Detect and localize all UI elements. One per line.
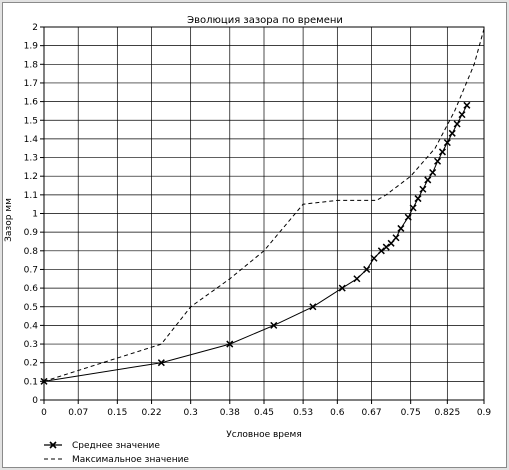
y-tick-label: 1.7 (24, 79, 38, 89)
data-point-marker (382, 243, 390, 251)
y-tick-label: 1.8 (24, 60, 39, 70)
data-point-marker (414, 195, 422, 203)
legend-label-maximum: Максимальное значение (72, 455, 189, 465)
data-point-marker (397, 224, 405, 232)
y-tick-label: 0.5 (24, 303, 38, 313)
y-tick-label: 0 (32, 396, 38, 406)
y-tick-label: 1.4 (24, 135, 39, 145)
data-point-marker (270, 321, 278, 329)
chart-title: Эволюция зазора по времени (187, 15, 343, 26)
y-tick-label: 0.9 (24, 228, 39, 238)
data-point-marker (448, 129, 456, 137)
data-point-marker (458, 111, 466, 119)
x-tick-label: 0.15 (107, 408, 127, 418)
series-line-maximum (43, 28, 485, 382)
x-tick-label: 0.825 (434, 408, 460, 418)
y-tick-label: 1.9 (24, 42, 39, 52)
legend-marker-average (49, 441, 57, 449)
data-point-marker (434, 157, 442, 165)
grid-lines (43, 26, 485, 401)
y-tick-label: 0.7 (24, 265, 38, 275)
series-group (40, 28, 485, 385)
x-tick-label: 0.45 (254, 408, 274, 418)
y-tick-label: 0.1 (24, 377, 38, 387)
data-point-marker (438, 148, 446, 156)
x-axis-ticks: 0 0.07 0.15 0.22 0.3 0.38 0.45 0.53 0.6 0.67 0.75 0… (41, 400, 491, 418)
data-point-marker (429, 168, 437, 177)
plot-area-border (43, 26, 485, 401)
x-tick-label: 0.53 (293, 408, 313, 418)
y-tick-label: 0.4 (24, 321, 39, 331)
data-point-marker (443, 139, 451, 147)
y-axis-ticks: 0 0.1 0.2 0.3 0.4 0.5 0.6 0.7 0.8 0.9 1 1.1 1.2 1.3 1.… (24, 23, 44, 406)
data-point-marker (392, 234, 400, 242)
x-tick-label: 0.6 (330, 408, 345, 418)
series-line-average (43, 105, 468, 382)
data-point-marker (370, 254, 378, 262)
y-tick-label: 1.3 (24, 154, 38, 164)
data-point-marker (453, 120, 461, 128)
data-point-marker (309, 303, 317, 311)
data-point-marker (338, 284, 346, 292)
data-point-marker (157, 359, 165, 367)
data-point-marker (404, 213, 412, 221)
x-tick-label: 0.9 (477, 408, 492, 418)
x-tick-label: 0.38 (220, 408, 240, 418)
y-tick-label: 2 (32, 23, 38, 33)
data-point-marker (363, 265, 371, 273)
y-tick-label: 1.5 (24, 116, 38, 126)
legend-label-average: Среднее значение (72, 441, 160, 451)
data-point-marker (463, 101, 471, 109)
x-tick-label: 0.22 (142, 408, 162, 418)
x-tick-label: 0.07 (68, 408, 88, 418)
data-point-marker (226, 340, 234, 348)
y-axis-label: Зазор мм (4, 198, 14, 242)
y-tick-label: 1.6 (24, 98, 39, 108)
y-tick-label: 0.8 (24, 247, 39, 257)
x-tick-label: 0.67 (362, 408, 382, 418)
data-point-marker (387, 239, 395, 247)
data-point-marker (419, 185, 427, 193)
data-point-marker (409, 204, 417, 212)
x-tick-label: 0.75 (401, 408, 421, 418)
y-tick-label: 1.2 (24, 172, 38, 182)
x-axis-label: Условное время (226, 430, 302, 440)
data-point-marker (377, 247, 385, 255)
y-tick-label: 0.6 (24, 284, 39, 294)
data-point-marker (424, 176, 432, 184)
legend: Среднее значение Максимальное значение (44, 441, 189, 465)
x-tick-label: 0.3 (184, 408, 198, 418)
data-point-marker (353, 275, 361, 283)
y-tick-label: 1.1 (24, 191, 38, 201)
y-tick-label: 1 (32, 210, 38, 220)
y-tick-label: 0.2 (24, 359, 38, 369)
y-tick-label: 0.3 (24, 340, 38, 350)
x-tick-label: 0 (41, 408, 47, 418)
